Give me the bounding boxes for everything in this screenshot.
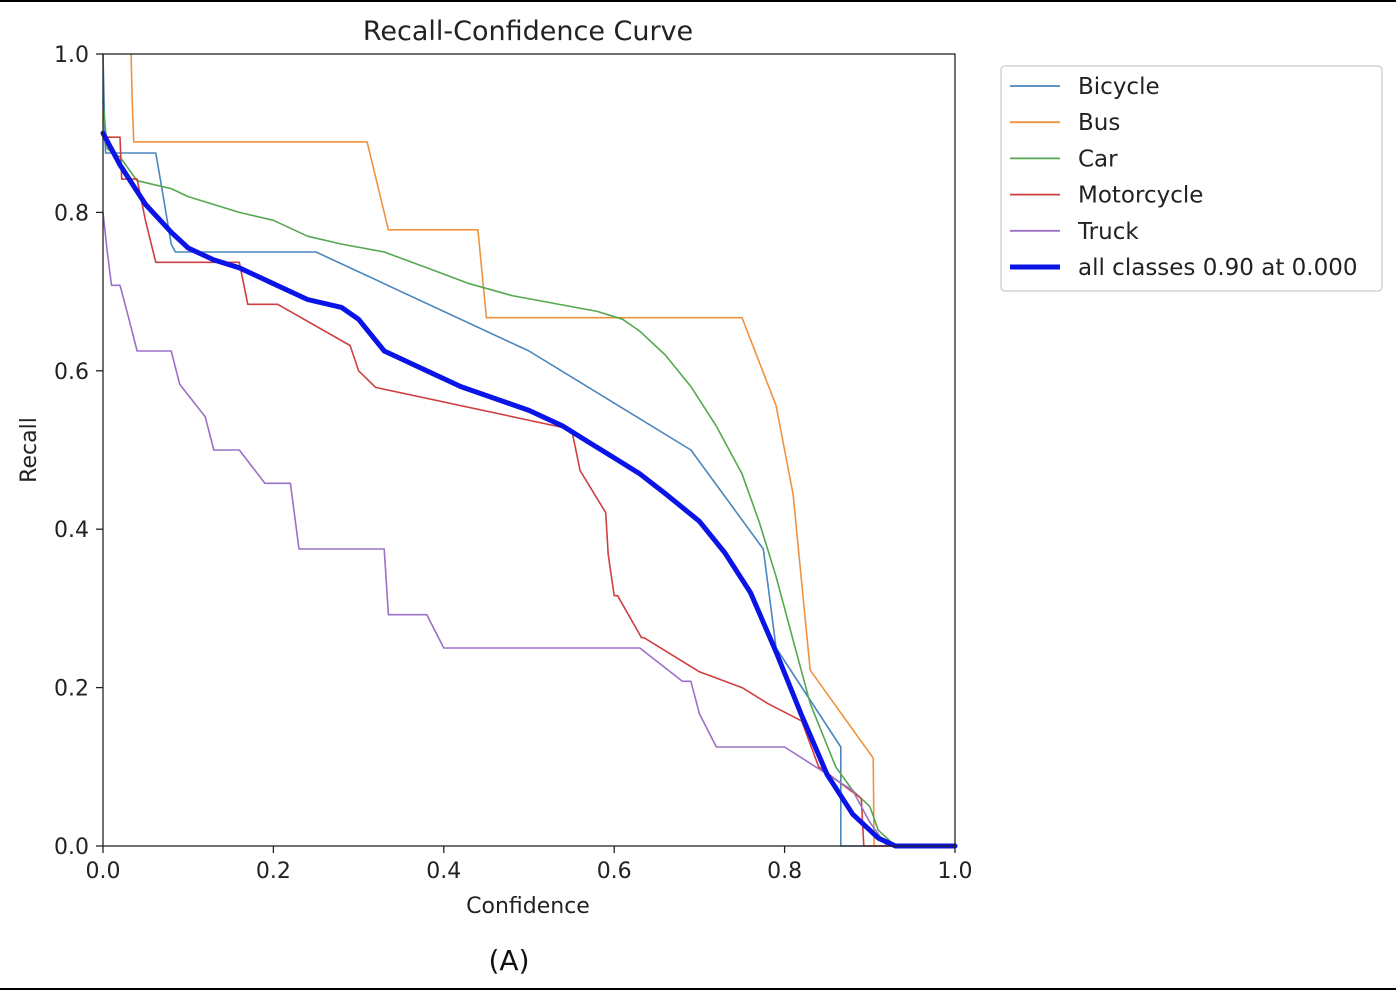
- x-tick-label: 0.6: [597, 859, 632, 884]
- y-tick-label: 0.4: [54, 518, 89, 543]
- legend-box: [1000, 65, 1383, 292]
- legend-label-motorcycle: Motorcycle: [1078, 183, 1203, 209]
- panel-caption: (A): [488, 944, 529, 977]
- legend-label-bus: Bus: [1078, 110, 1120, 136]
- y-axis-label: Recall: [17, 417, 42, 483]
- series-line-all-classes-0-90-at-0-000: [100, 130, 958, 849]
- legend-label-all-classes-0-90-at-0-000: all classes 0.90 at 0.000: [1078, 255, 1358, 281]
- x-axis-ticks: 0.0 0.2 0.4 0.6 0.8 1.0: [86, 846, 973, 884]
- plot-series-group: [100, 53, 958, 849]
- chart-title: Recall-Confidence Curve: [363, 16, 693, 47]
- series-line-truck: [102, 211, 956, 847]
- x-tick-label: 0.8: [767, 859, 802, 884]
- y-tick-label: 0.2: [54, 677, 89, 702]
- y-tick-label: 0.8: [54, 201, 89, 226]
- series-line-bus: [130, 53, 956, 847]
- y-tick-label: 0.0: [54, 835, 89, 860]
- top-border-line: [0, 0, 1396, 2]
- y-tick-label: 0.6: [54, 360, 89, 385]
- x-tick-label: 1.0: [938, 859, 973, 884]
- y-tick-label: 1.0: [54, 43, 89, 68]
- series-line-motorcycle: [104, 136, 956, 847]
- y-axis-ticks: 0.0 0.2 0.4 0.6 0.8 1.0: [54, 43, 103, 860]
- legend: Bicycle Bus Car Motorcycle Truck all classes …: [1000, 65, 1383, 292]
- series-line-car: [102, 100, 956, 847]
- x-tick-label: 0.4: [426, 859, 461, 884]
- x-tick-label: 0.0: [86, 859, 121, 884]
- legend-label-truck: Truck: [1077, 219, 1139, 245]
- bottom-border-line: [0, 988, 1396, 990]
- plot-frame: [102, 53, 956, 847]
- legend-label-car: Car: [1078, 146, 1118, 172]
- legend-label-bicycle: Bicycle: [1078, 74, 1160, 100]
- x-axis-label: Confidence: [466, 894, 590, 919]
- x-tick-label: 0.2: [256, 859, 291, 884]
